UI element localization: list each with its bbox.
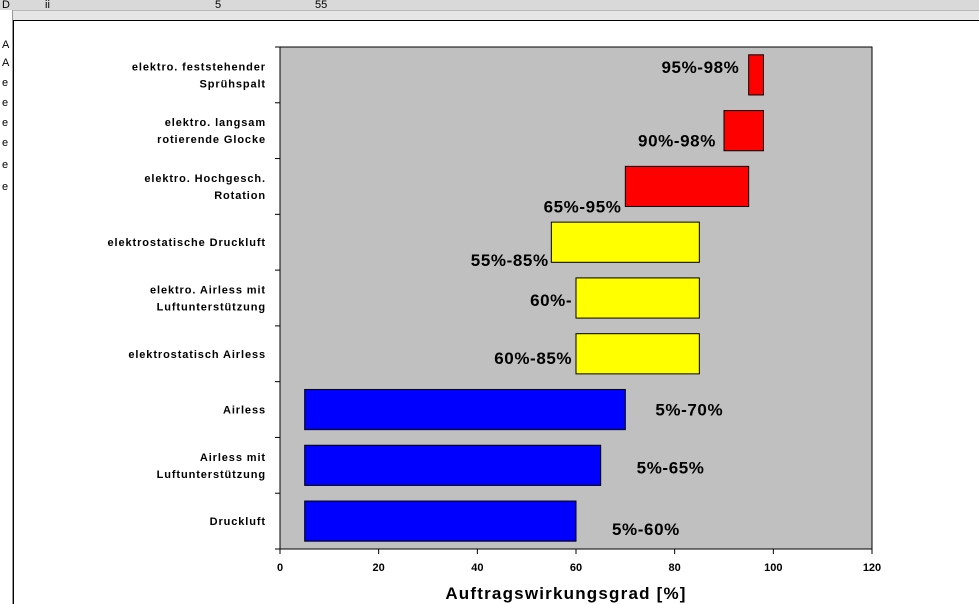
category-label: elektro. Hochgesch. <box>144 173 266 185</box>
category-label: elektro. langsam <box>165 117 266 129</box>
data-label: 60%-85% <box>494 349 572 368</box>
range-bar[interactable] <box>723 110 764 152</box>
sheet-fragment: e <box>2 181 9 193</box>
x-tick-label: 0 <box>277 562 283 574</box>
range-bar[interactable] <box>304 444 602 486</box>
sheet-fragment: D <box>2 0 10 11</box>
sheet-fragment: e <box>2 97 9 109</box>
category-label: elektro. Airless mit <box>150 285 266 297</box>
spreadsheet-header-strip <box>0 0 979 11</box>
data-label: 60%- <box>530 291 572 310</box>
sheet-fragment: e <box>2 117 9 129</box>
x-tick-label: 100 <box>764 562 782 574</box>
range-bar[interactable] <box>575 333 700 375</box>
category-label: elektrostatische Druckluft <box>108 237 267 249</box>
category-label: Luftunterstützung <box>157 302 266 314</box>
category-label: Druckluft <box>210 516 266 528</box>
data-label: 55%-85% <box>471 251 549 270</box>
spreadsheet-column <box>0 10 13 604</box>
category-label: rotierende Glocke <box>157 134 266 146</box>
bar-chart: elektro. feststehender Sprühspalt 95%-98% e… <box>108 46 881 603</box>
x-tick-label: 60 <box>570 562 582 574</box>
category-label: Airless <box>223 405 266 417</box>
category-label: elektrostatisch Airless <box>128 349 266 361</box>
category-label: Airless mit <box>200 452 266 464</box>
data-label: 5%-70% <box>655 401 723 420</box>
sheet-fragment: e <box>2 137 9 149</box>
data-label: 65%-95% <box>544 197 622 216</box>
sheet-fragment: A <box>2 39 10 51</box>
category-label: Rotation <box>214 190 266 202</box>
x-tick-label: 80 <box>669 562 681 574</box>
range-bar[interactable] <box>304 500 577 542</box>
range-bar[interactable] <box>550 221 700 263</box>
sheet-fragment: A <box>2 57 10 69</box>
data-label: 95%-98% <box>661 58 739 77</box>
sheet-fragment: e <box>2 77 9 89</box>
range-bar[interactable] <box>575 277 700 319</box>
category-label: Sprühspalt <box>200 78 266 90</box>
category-label: elektro. feststehender <box>132 61 266 73</box>
data-label: 90%-98% <box>638 132 716 151</box>
range-bar[interactable] <box>624 165 750 208</box>
sheet-fragment: ii <box>45 0 50 11</box>
data-label: 5%-60% <box>612 520 680 539</box>
x-tick-label: 40 <box>471 562 483 574</box>
x-tick-label: 120 <box>863 562 881 574</box>
x-axis-title: Auftragswirkungsgrad [%] <box>445 584 686 603</box>
sheet-fragment: 5 <box>215 0 222 11</box>
range-bar[interactable] <box>748 54 764 96</box>
range-bar[interactable] <box>304 388 626 431</box>
chart-area[interactable]: elektro. feststehender Sprühspalt 95%-98% e… <box>13 20 979 604</box>
x-tick-label: 20 <box>373 562 385 574</box>
sheet-fragment: 55 <box>315 0 328 11</box>
data-label: 5%-65% <box>637 458 705 477</box>
category-label: Luftunterstützung <box>157 469 266 481</box>
sheet-fragment: e <box>2 159 9 171</box>
